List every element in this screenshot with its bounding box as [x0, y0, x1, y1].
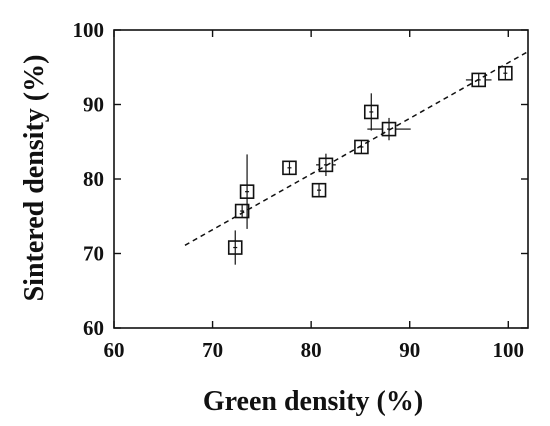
y-tick-label: 70 [83, 242, 104, 266]
y-tick-label: 90 [83, 93, 104, 117]
data-point [311, 182, 327, 198]
data-point [318, 157, 334, 173]
data-point [239, 184, 255, 199]
data-point [363, 104, 379, 120]
data-point [354, 139, 369, 155]
data-point [234, 203, 250, 219]
y-tick-label: 80 [83, 167, 104, 191]
y-tick-label: 60 [83, 316, 104, 340]
data-point [498, 65, 513, 81]
plot-frame [113, 29, 529, 329]
data-point [471, 72, 487, 88]
x-tick-label: 70 [202, 338, 223, 362]
x-tick-label: 90 [399, 338, 420, 362]
x-axis-title: Green density (%) [203, 386, 423, 417]
x-tick-label: 100 [493, 338, 525, 362]
data-point [282, 160, 297, 176]
x-tick-label: 60 [104, 338, 125, 362]
data-point [381, 121, 397, 137]
x-tick-label: 80 [301, 338, 322, 362]
data-point [227, 240, 243, 255]
y-axis-title: Sintered density (%) [19, 55, 50, 302]
y-tick-label: 100 [73, 18, 105, 42]
